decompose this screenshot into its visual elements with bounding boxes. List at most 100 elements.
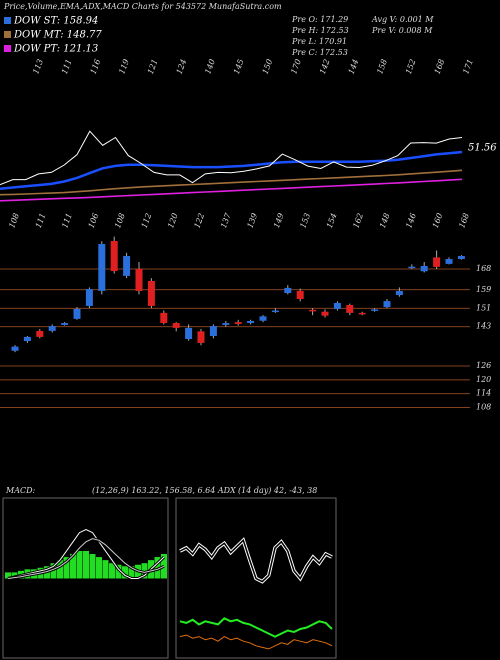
candle-body <box>333 302 341 309</box>
high-label: 119 <box>117 58 131 75</box>
dow-swatch <box>4 17 11 24</box>
ema-value: 51.56 <box>468 143 497 154</box>
pre-high: Pre H: 172.53 <box>291 26 349 35</box>
adx-line <box>179 537 333 584</box>
low-label: 148 <box>378 212 392 229</box>
candle-body <box>48 326 56 331</box>
high-label: 152 <box>404 58 418 75</box>
low-label: 168 <box>457 212 471 229</box>
macd-hist <box>128 566 135 579</box>
high-label: 121 <box>146 58 160 75</box>
candle-body <box>11 346 19 351</box>
macd-hist <box>102 560 109 579</box>
low-label: 154 <box>325 212 339 229</box>
candle-body <box>420 265 428 272</box>
dow-pt: DOW PT: 121.13 <box>13 44 98 55</box>
candle-body <box>309 309 317 312</box>
y-tick-label: 151 <box>476 303 491 312</box>
low-label: 122 <box>193 212 207 229</box>
low-label: 146 <box>404 212 418 229</box>
candle-body <box>197 331 205 343</box>
y-tick-label: 143 <box>476 322 491 331</box>
dow-swatch <box>4 45 11 52</box>
high-label: 150 <box>261 58 275 75</box>
pre-close: Pre C: 172.53 <box>291 48 348 57</box>
pre-low: Pre L: 170.91 <box>291 37 347 46</box>
candle-body <box>85 289 93 306</box>
dow-st: DOW ST: 158.94 <box>13 16 98 27</box>
candle-body <box>147 280 155 306</box>
candle-body <box>209 326 217 336</box>
macd-hist <box>109 563 115 579</box>
macd-hist <box>122 566 128 579</box>
adx-line <box>179 634 333 650</box>
high-label: 140 <box>203 58 217 75</box>
high-label: 158 <box>375 58 389 75</box>
high-label: 145 <box>232 58 246 75</box>
macd-hist <box>141 563 148 579</box>
adx-label: (14 day) 42, -43, 38 <box>238 486 317 495</box>
candle-body <box>284 287 292 294</box>
pre-volume: Pre V: 0.008 M <box>371 26 433 35</box>
dow-mt: DOW MT: 148.77 <box>13 30 102 41</box>
low-label: 106 <box>87 212 101 229</box>
candle-body <box>135 268 143 291</box>
macd-hist <box>11 572 18 579</box>
high-label: 142 <box>318 58 332 75</box>
candle-body <box>457 256 465 260</box>
title: Price,Volume,EMA,ADX,MACD Charts for 543… <box>3 2 282 11</box>
candle-body <box>296 290 304 300</box>
low-label: 153 <box>298 212 312 229</box>
low-label: 111 <box>34 212 48 229</box>
adx-frame <box>175 497 337 659</box>
ema-line <box>0 169 463 196</box>
macd-hist <box>161 554 167 579</box>
macd-line <box>7 538 165 579</box>
low-label: 160 <box>431 212 445 229</box>
candle-body <box>185 327 193 339</box>
adx-line <box>179 617 333 638</box>
macd-hist <box>89 554 96 579</box>
macd-hist <box>5 572 11 579</box>
candle-body <box>358 312 366 315</box>
ema-line <box>0 178 463 202</box>
dow-swatch <box>4 31 11 38</box>
low-label: 108 <box>7 212 21 229</box>
candle-body <box>222 323 230 325</box>
candle-body <box>383 301 391 308</box>
candle-body <box>371 309 379 311</box>
pre-open: Pre O: 171.29 <box>291 15 348 24</box>
macd-params: (12,26,9) 163.22, 156.58, 6.64 ADX <box>92 486 236 495</box>
candle-body <box>110 241 118 272</box>
macd-hist <box>96 557 102 579</box>
y-tick-label: 159 <box>476 285 491 294</box>
avg-volume: Avg V: 0.001 M <box>371 15 434 24</box>
macd-hist <box>63 557 70 579</box>
macd-hist <box>57 560 63 579</box>
candle-body <box>160 312 168 324</box>
high-label: 168 <box>433 58 447 75</box>
candle-body <box>321 311 329 316</box>
low-label: 120 <box>166 212 180 229</box>
candle-body <box>346 305 354 313</box>
candle-body <box>234 322 242 324</box>
candle-body <box>395 290 403 296</box>
y-tick-label: 114 <box>476 389 491 398</box>
macd-hist <box>83 550 89 579</box>
high-label: 113 <box>31 58 45 75</box>
candle-body <box>73 308 81 319</box>
low-label: 137 <box>219 211 233 229</box>
y-tick-label: 168 <box>476 264 491 273</box>
price-line <box>0 130 463 186</box>
high-label: 144 <box>347 58 361 75</box>
macd-hist <box>70 554 76 579</box>
candle-body <box>123 256 131 276</box>
high-label: 124 <box>175 58 189 75</box>
low-label: 111 <box>60 212 74 229</box>
low-label: 112 <box>140 212 154 229</box>
candle-body <box>23 336 31 342</box>
low-label: 139 <box>246 212 260 229</box>
low-label: 162 <box>351 212 365 229</box>
